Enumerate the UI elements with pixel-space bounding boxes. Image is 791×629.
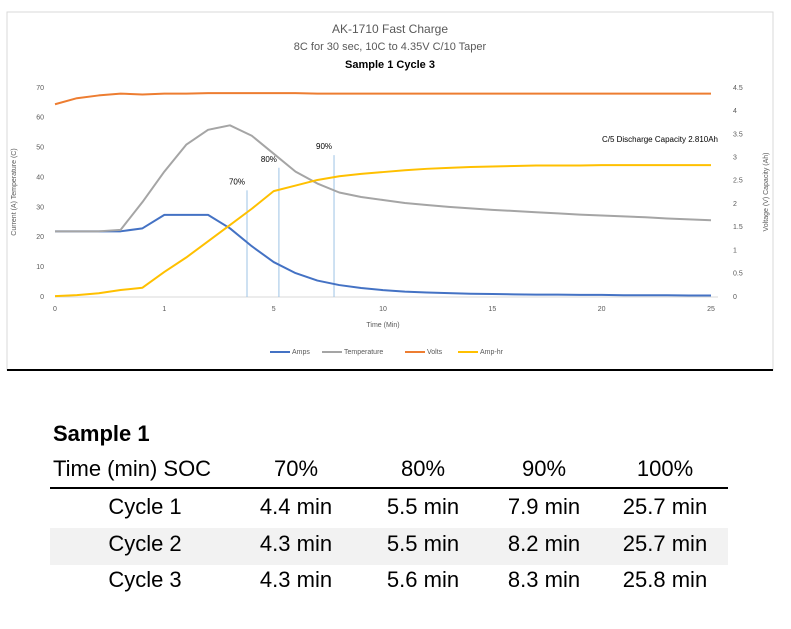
x-tick-label: 15 — [488, 306, 496, 313]
y-tick-label: 20 — [36, 234, 44, 241]
table-cell: 7.9 min — [507, 494, 581, 519]
table-cell: 8.2 min — [507, 531, 581, 556]
chart-frame — [6, 11, 774, 371]
y2-tick-label: 3 — [733, 155, 737, 162]
y2-tick-label: 4.5 — [733, 85, 743, 92]
series-line — [54, 92, 711, 106]
table-cell: 25.8 min — [622, 567, 708, 592]
row-shade — [50, 528, 728, 565]
marker-label: 70% — [229, 177, 245, 186]
table-cell: 90% — [521, 456, 567, 481]
table-cell: 4.3 min — [259, 567, 333, 592]
x-axis-title: Time (Min) — [366, 322, 399, 329]
series-line — [55, 124, 712, 233]
x-tick-label: 25 — [707, 306, 715, 313]
table-cell: 25.7 min — [622, 531, 708, 556]
y-tick-label: 60 — [36, 115, 44, 122]
table-cell: Cycle 3 — [108, 567, 182, 592]
table-cell: 5.6 min — [386, 567, 460, 592]
table-cell: 5.5 min — [386, 531, 460, 556]
table-cell: 80% — [400, 456, 446, 481]
y-tick-label: 0 — [40, 294, 44, 301]
x-tick-label: 0 — [53, 306, 57, 313]
legend-label: Volts — [427, 349, 443, 356]
table-cell: 4.4 min — [259, 494, 333, 519]
table-cell: Cycle 1 — [108, 494, 182, 519]
y2-tick-label: 0 — [733, 294, 737, 301]
legend-label: Temperature — [344, 349, 383, 356]
series-line — [55, 213, 711, 297]
table-title: Sample 1 — [53, 421, 150, 446]
chart-title: AK-1710 Fast Charge — [332, 22, 448, 36]
y2-tick-label: 4 — [733, 108, 737, 115]
table-cell: Cycle 2 — [108, 531, 182, 556]
table-cell: 4.3 min — [259, 531, 333, 556]
x-tick-label: 10 — [379, 306, 387, 313]
y-tick-label: 70 — [36, 85, 44, 92]
y2-tick-label: 3.5 — [733, 131, 743, 138]
y-tick-label: 40 — [36, 174, 44, 181]
annotation: C/5 Discharge Capacity 2.810Ah — [602, 135, 718, 144]
table-cell: 5.5 min — [386, 494, 460, 519]
chart-subtitle: 8C for 30 sec, 10C to 4.35V C/10 Taper — [294, 41, 487, 53]
table-cell: 70% — [273, 456, 319, 481]
legend-label: Amp-hr — [480, 349, 504, 356]
legend-label: Amps — [292, 349, 310, 356]
chart: AK-1710 Fast Charge 8C for 30 sec, 10C t… — [6, 11, 774, 371]
y2-tick-label: 2 — [733, 201, 737, 208]
y-tick-label: 30 — [36, 204, 44, 211]
marker-label: 90% — [316, 142, 332, 151]
table-cell: 8.3 min — [507, 567, 581, 592]
y-tick-label: 10 — [36, 264, 44, 271]
x-tick-label: 1 — [162, 306, 166, 313]
y2-tick-label: 1 — [733, 247, 737, 254]
table-cell: 100% — [636, 456, 694, 481]
x-tick-label: 5 — [272, 306, 276, 313]
chart-subtitle: Sample 1 Cycle 3 — [345, 59, 435, 71]
marker-label: 80% — [261, 155, 277, 164]
y2-tick-label: 2.5 — [733, 178, 743, 185]
y-axis-title: Current (A) Temperature (C) — [11, 148, 18, 235]
y2-tick-label: 0.5 — [733, 271, 743, 278]
y2-tick-label: 1.5 — [733, 224, 743, 231]
y2-axis-title: Voltage (V) Capacity (Ah) — [763, 153, 770, 232]
header-rule — [50, 487, 728, 489]
table-cell: 25.7 min — [622, 494, 708, 519]
y-tick-label: 50 — [36, 145, 44, 152]
table-cell: Time (min) SOC — [53, 456, 212, 481]
series-line — [54, 164, 711, 298]
x-tick-label: 20 — [598, 306, 606, 313]
